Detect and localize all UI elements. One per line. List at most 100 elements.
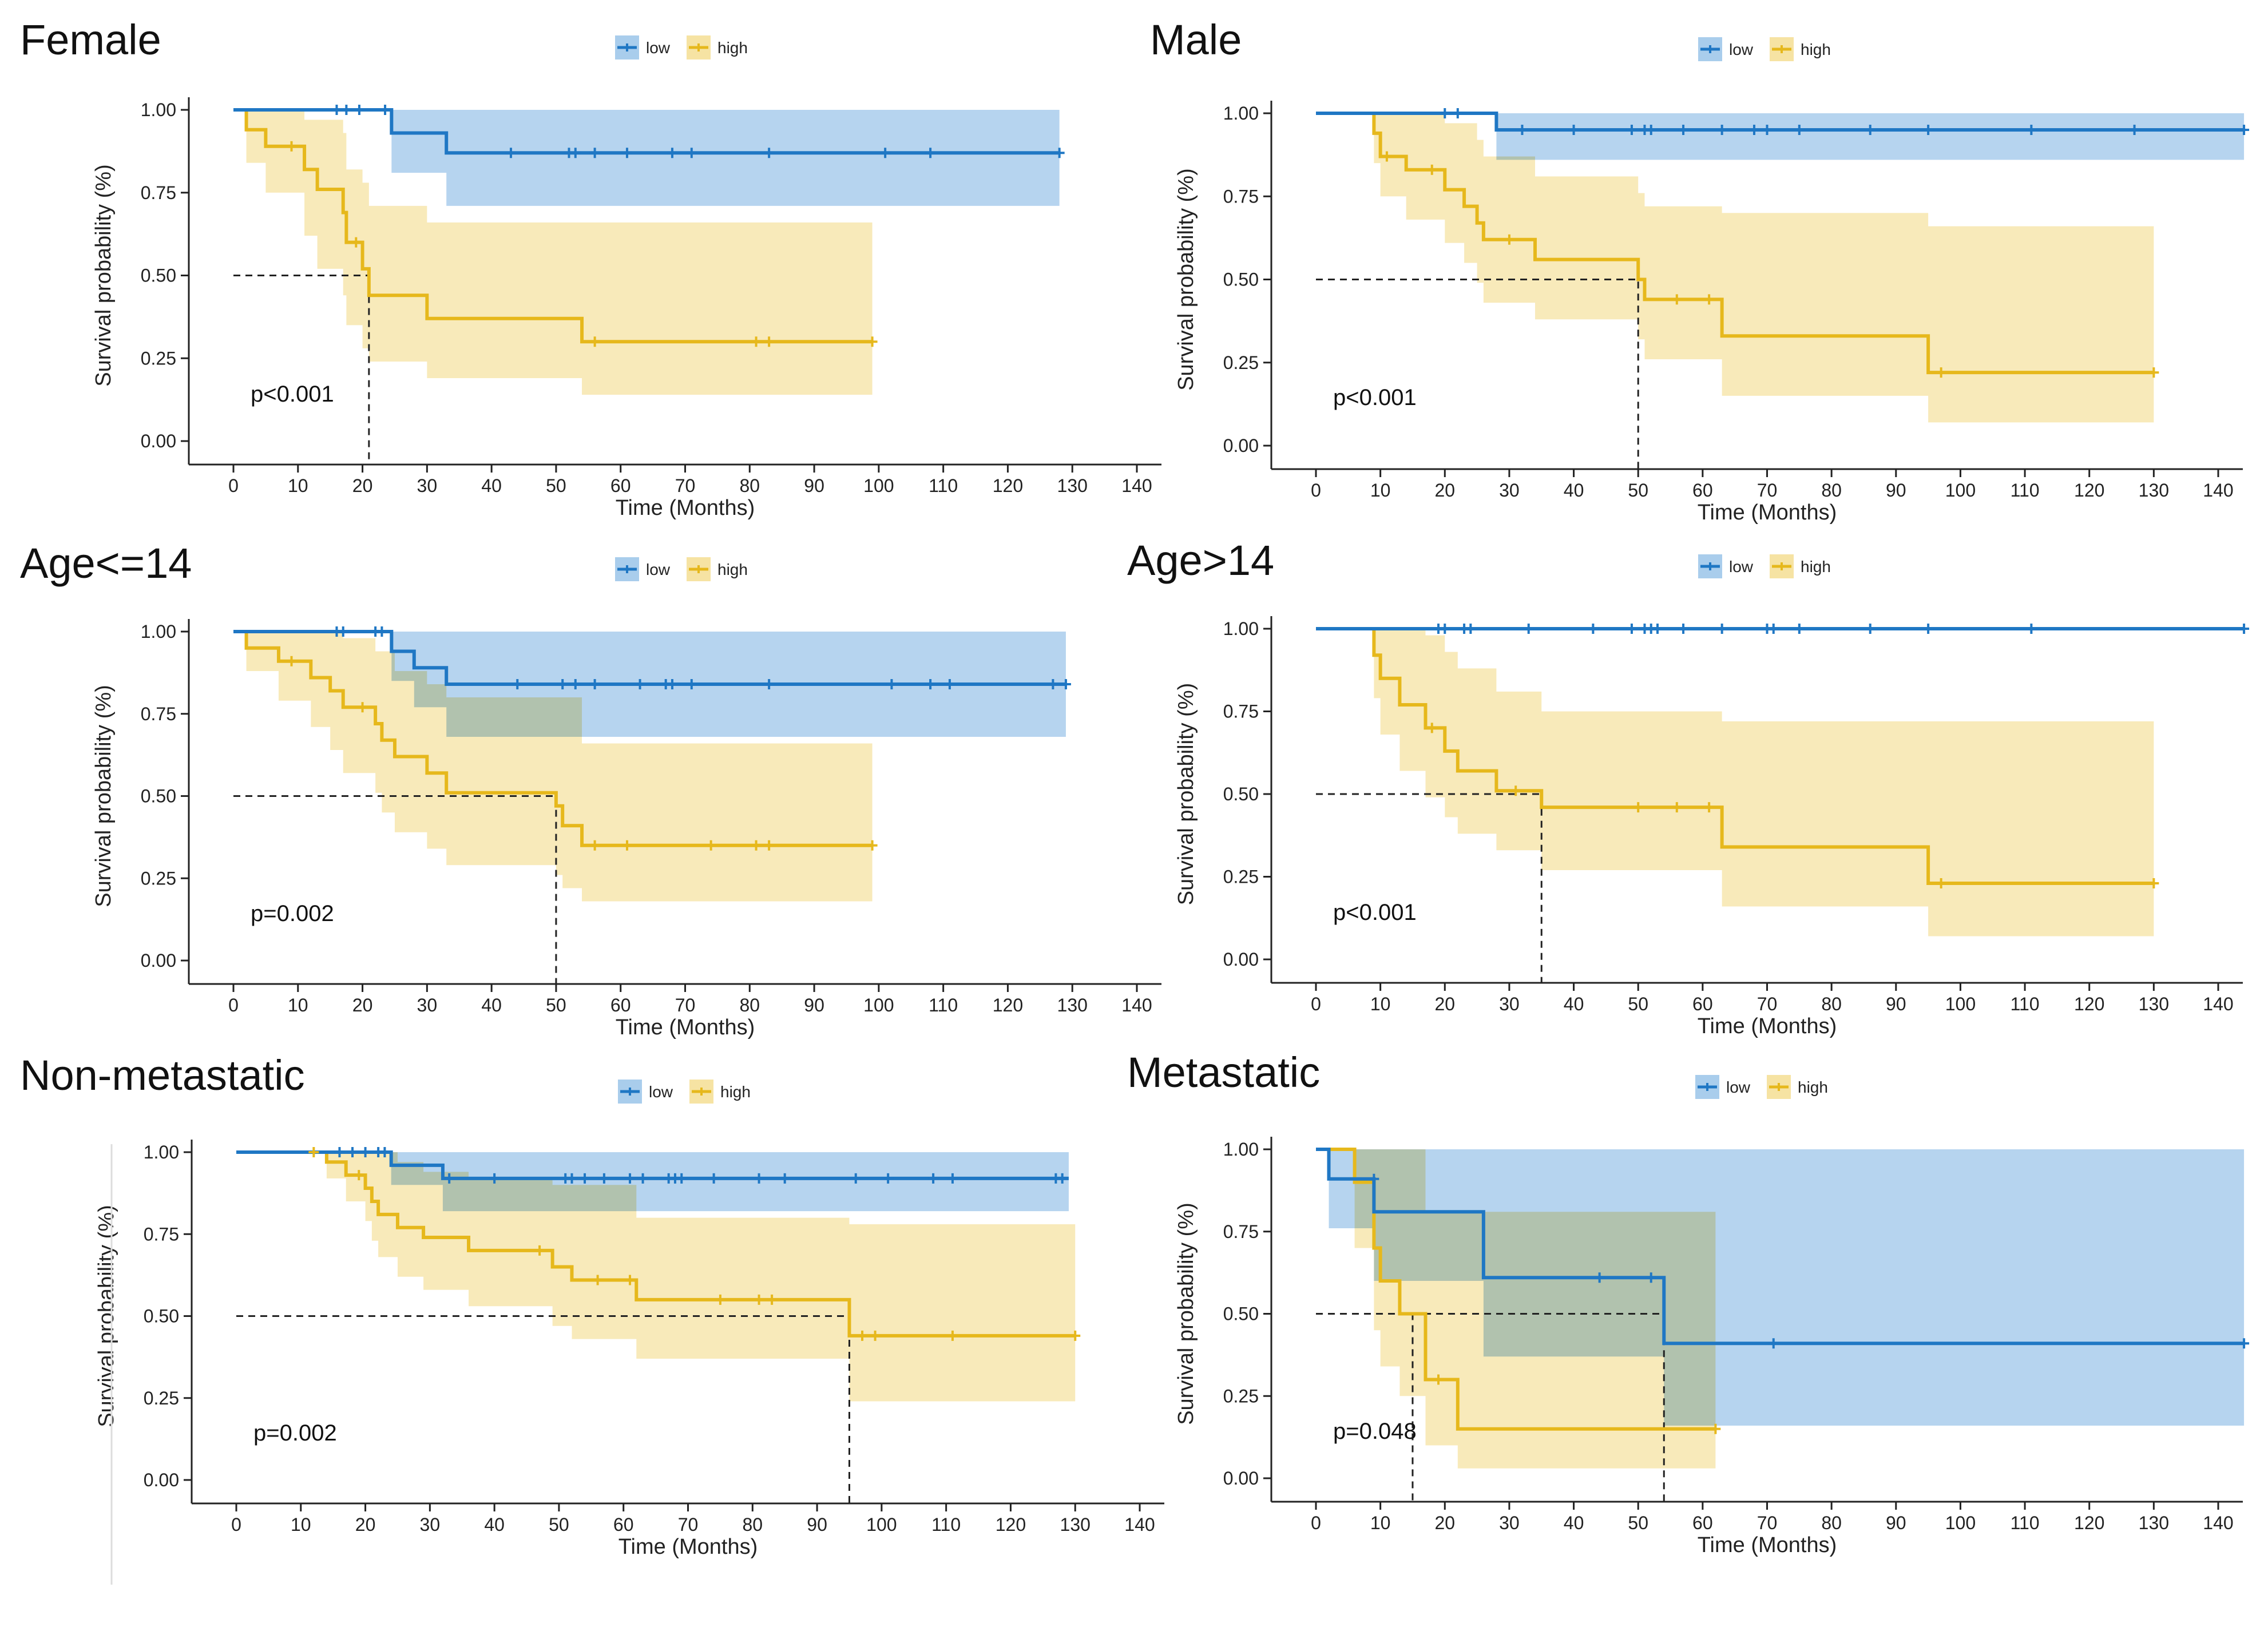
- y-tick-label: 0.25: [1223, 352, 1259, 373]
- y-axis-title: Survival probability (%): [1174, 168, 1198, 391]
- censor-mark-low: [557, 679, 568, 689]
- censor-mark-low: [1794, 624, 1805, 634]
- legend-marker-low: [1703, 1083, 1711, 1091]
- x-tick-label: 0: [1311, 1513, 1321, 1533]
- y-tick-label: 1.00: [1223, 103, 1259, 124]
- censor-mark-low: [1054, 148, 1065, 158]
- x-tick-label: 80: [1821, 480, 1842, 501]
- y-tick-label: 0.25: [144, 1388, 179, 1408]
- censor-mark-low: [1865, 125, 1876, 136]
- censor-mark-low: [1716, 624, 1727, 634]
- p-value: p<0.001: [1333, 385, 1417, 410]
- legend-label-low: low: [649, 1083, 673, 1101]
- censor-mark-low: [331, 105, 342, 115]
- panel-title: Age>14: [1127, 537, 1274, 584]
- censor-mark-high: [1070, 1330, 1081, 1341]
- x-tick-label: 50: [1628, 1513, 1648, 1533]
- x-tick-label: 80: [1821, 1513, 1842, 1533]
- ci-band-high: [1316, 629, 2154, 936]
- p-value: p=0.048: [1333, 1419, 1417, 1444]
- y-tick-label: 0.00: [1223, 949, 1259, 970]
- ci-band-high: [1316, 113, 2154, 423]
- y-axis-title: Survival probability (%): [1174, 683, 1198, 906]
- censor-mark-low: [1568, 125, 1579, 136]
- survival-curve-high: [233, 108, 873, 344]
- x-tick-label: 100: [1945, 480, 1976, 501]
- x-tick-label: 10: [1370, 994, 1391, 1014]
- x-tick-label: 30: [417, 475, 438, 496]
- legend-label-low: low: [1729, 41, 1754, 58]
- y-tick-label: 1.00: [1223, 618, 1259, 639]
- censor-mark-high: [764, 336, 775, 347]
- x-tick-label: 20: [355, 1514, 376, 1535]
- y-tick-label: 0.50: [1223, 784, 1259, 804]
- censor-mark-high: [1936, 878, 1946, 889]
- censor-mark-low: [880, 148, 891, 158]
- p-value: p=0.002: [251, 901, 334, 926]
- x-tick-label: 130: [2139, 480, 2169, 501]
- x-tick-label: 80: [742, 1514, 763, 1535]
- legend-marker-high: [695, 43, 703, 51]
- censor-mark-high: [1633, 802, 1644, 813]
- censor-mark-low: [1678, 125, 1689, 136]
- p-value: p=0.002: [253, 1420, 337, 1446]
- censor-mark-low: [1594, 1272, 1605, 1283]
- censor-mark-high: [534, 1245, 545, 1256]
- censor-mark-low: [512, 679, 523, 689]
- x-tick-label: 50: [546, 995, 566, 1015]
- x-tick-label: 20: [1434, 1513, 1455, 1533]
- y-tick-label: 0.75: [1223, 1221, 1259, 1242]
- x-tick-label: 60: [610, 995, 631, 1015]
- x-tick-label: 100: [863, 995, 894, 1015]
- x-tick-label: 20: [1434, 994, 1455, 1014]
- panel-title: Non-metastatic: [20, 1051, 305, 1099]
- legend-label-high: high: [717, 561, 748, 578]
- x-tick-label: 140: [1124, 1514, 1155, 1535]
- censor-mark-low: [1626, 624, 1637, 634]
- x-tick-label: 0: [1311, 994, 1321, 1014]
- censor-mark-low: [589, 148, 600, 158]
- p-value: p<0.001: [1333, 900, 1417, 925]
- censor-mark-high: [621, 840, 632, 851]
- x-tick-label: 130: [1060, 1514, 1091, 1535]
- censor-mark-high: [1426, 723, 1437, 733]
- legend-marker-low: [623, 43, 631, 51]
- x-axis-title: Time (Months): [616, 496, 755, 520]
- x-tick-label: 70: [1757, 994, 1778, 1014]
- x-tick-label: 10: [291, 1514, 311, 1535]
- y-tick-label: 0.25: [141, 868, 176, 888]
- legend-label-low: low: [1726, 1078, 1751, 1096]
- y-tick-label: 1.00: [144, 1142, 179, 1162]
- legend-marker-high: [1778, 562, 1786, 570]
- censor-mark-low: [2239, 624, 2250, 634]
- censor-mark-high: [764, 840, 775, 851]
- legend-marker-low: [626, 1088, 634, 1096]
- censor-mark-low: [334, 1147, 345, 1157]
- censor-mark-low: [341, 105, 352, 115]
- panel-metastatic: Metastatic low high 0 10 20 30 40 50 60 70 80 90 100 1…: [1127, 1049, 2250, 1557]
- x-tick-label: 120: [993, 995, 1023, 1015]
- legend: low high: [615, 35, 748, 59]
- x-tick-label: 20: [352, 475, 373, 496]
- censor-mark-high: [1426, 164, 1437, 175]
- censor-mark-low: [1762, 125, 1773, 136]
- x-tick-label: 0: [228, 995, 239, 1015]
- censor-mark-low: [764, 679, 775, 689]
- censor-mark-high: [1510, 785, 1521, 796]
- x-tick-label: 60: [613, 1514, 634, 1535]
- legend-label-high: high: [717, 39, 748, 57]
- censor-mark-low: [1060, 679, 1071, 689]
- censor-mark-low: [624, 1173, 635, 1184]
- y-tick-label: 0.50: [141, 265, 176, 286]
- x-tick-label: 50: [549, 1514, 569, 1535]
- y-tick-label: 0.00: [1223, 435, 1259, 456]
- legend-label-low: low: [1729, 558, 1754, 576]
- censor-mark-low: [686, 148, 697, 158]
- censor-mark-low: [1440, 624, 1450, 634]
- censor-mark-low: [686, 679, 697, 689]
- x-tick-label: 100: [863, 475, 894, 496]
- x-axis-title: Time (Months): [1698, 1014, 1837, 1038]
- x-tick-label: 140: [1121, 995, 1152, 1015]
- x-tick-label: 10: [288, 475, 308, 496]
- censor-mark-high: [1504, 234, 1514, 245]
